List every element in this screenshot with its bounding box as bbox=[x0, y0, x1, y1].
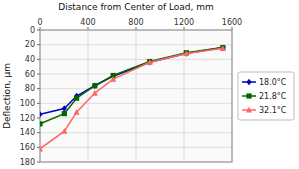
grid-line bbox=[40, 147, 232, 148]
tick-label: 20 bbox=[25, 40, 35, 49]
legend-label: 32.1°C bbox=[259, 106, 287, 115]
point bbox=[92, 83, 97, 89]
chart: 0 400 800 1200 1600 0 20 40 60 80 100 120 140 160 180 D… bbox=[0, 0, 299, 169]
point bbox=[220, 44, 225, 50]
series-line bbox=[40, 48, 223, 148]
grid-line bbox=[40, 44, 232, 45]
legend: 18.0°C 21.8°C 32.1°C bbox=[238, 72, 294, 120]
tick-label: 180 bbox=[20, 158, 35, 167]
grid-line bbox=[40, 74, 232, 75]
y-axis-title: Deflection, μm bbox=[2, 63, 12, 129]
plot-area bbox=[40, 30, 232, 162]
point bbox=[74, 109, 80, 115]
tick-label: 0 bbox=[37, 18, 42, 27]
grid-line bbox=[40, 88, 232, 89]
tick-label: 60 bbox=[25, 70, 35, 79]
series-line bbox=[40, 48, 223, 124]
tick-label: 1200 bbox=[174, 18, 194, 27]
point bbox=[40, 121, 43, 126]
grid-line bbox=[40, 132, 232, 133]
legend-marker bbox=[246, 107, 252, 113]
legend-marker bbox=[246, 79, 251, 85]
point bbox=[62, 111, 67, 116]
point bbox=[40, 146, 43, 152]
tick-label: 160 bbox=[20, 143, 35, 152]
point bbox=[92, 83, 97, 88]
x-axis-title: Distance from Center of Load, mm bbox=[58, 2, 214, 12]
tick-label: 1600 bbox=[222, 18, 242, 27]
point bbox=[92, 90, 98, 96]
legend-label: 18.0°C bbox=[259, 78, 287, 87]
tick-label: 140 bbox=[20, 128, 35, 137]
point bbox=[147, 59, 153, 65]
tick-label: 120 bbox=[20, 114, 35, 123]
series-group bbox=[40, 44, 226, 151]
legend-marker bbox=[246, 93, 251, 98]
legend-frame bbox=[238, 72, 294, 120]
tick-label: 400 bbox=[80, 18, 95, 27]
grid-line bbox=[40, 118, 232, 119]
point bbox=[40, 111, 43, 117]
point bbox=[61, 128, 67, 134]
grid-line bbox=[40, 59, 232, 60]
point bbox=[110, 76, 116, 82]
grid-line bbox=[88, 30, 89, 162]
grid-line bbox=[136, 30, 137, 162]
grid-line bbox=[184, 30, 185, 162]
point bbox=[220, 45, 226, 51]
series-line bbox=[40, 48, 223, 115]
plot-frame bbox=[40, 30, 232, 162]
tick-label: 100 bbox=[20, 99, 35, 108]
tick-label: 800 bbox=[128, 18, 143, 27]
tick-label: 0 bbox=[30, 26, 35, 35]
tick-label: 80 bbox=[25, 84, 35, 93]
point bbox=[183, 50, 189, 56]
point bbox=[74, 96, 79, 101]
legend-label: 21.8°C bbox=[259, 92, 287, 101]
point bbox=[220, 45, 225, 50]
tick-label: 40 bbox=[25, 55, 35, 64]
